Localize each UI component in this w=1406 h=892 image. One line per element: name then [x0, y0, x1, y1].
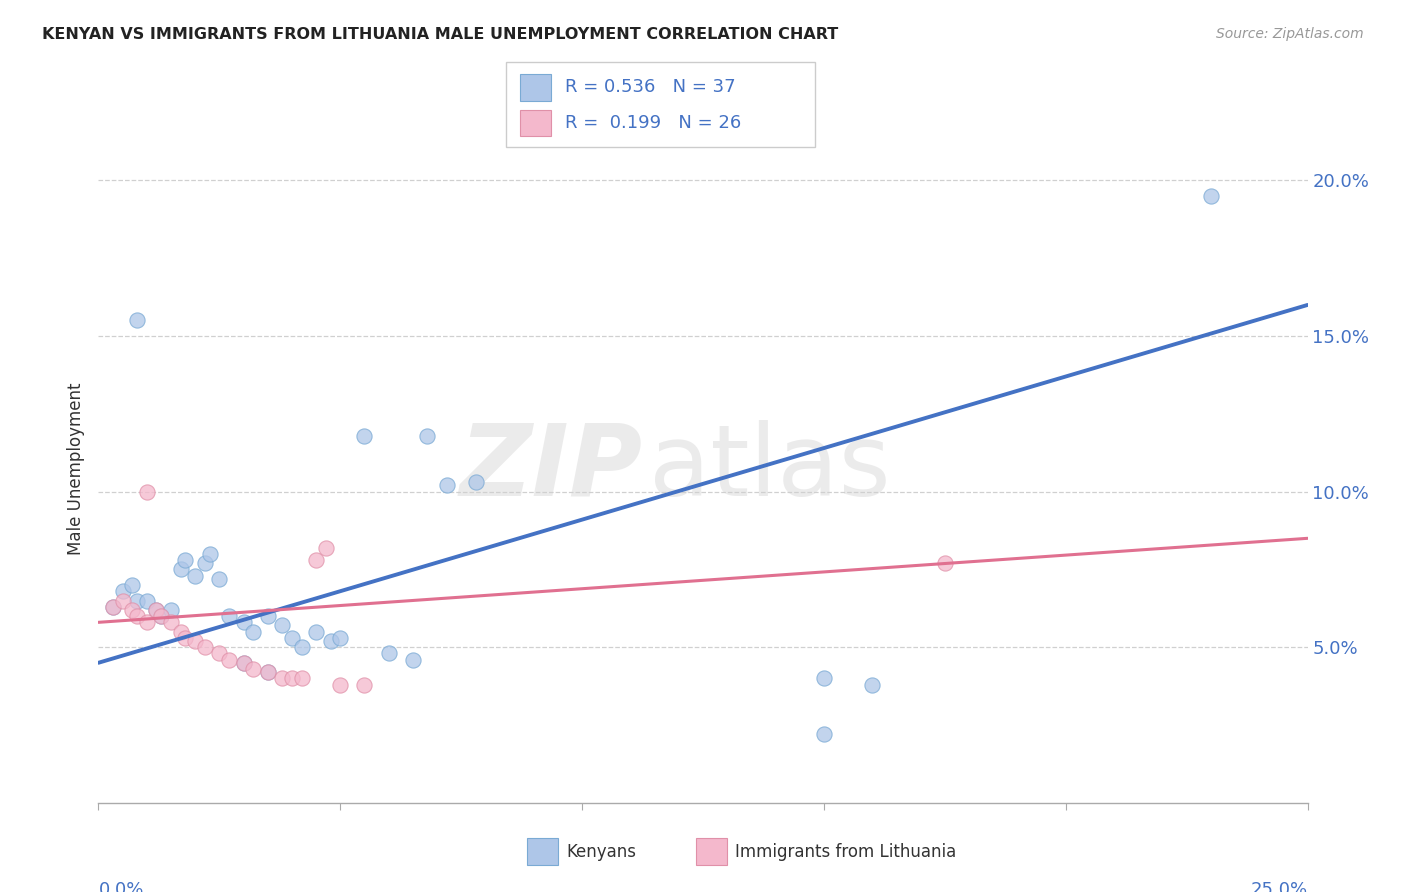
- Point: [174, 553, 197, 567]
- Point: [174, 631, 197, 645]
- Point: [329, 677, 352, 691]
- Point: [256, 665, 278, 679]
- Point: [169, 562, 191, 576]
- Point: [315, 541, 337, 555]
- Point: [402, 653, 425, 667]
- Point: [135, 484, 157, 499]
- Y-axis label: Male Unemployment: Male Unemployment: [66, 382, 84, 555]
- Point: [353, 677, 375, 691]
- Point: [256, 609, 278, 624]
- Point: [135, 615, 157, 630]
- Point: [218, 609, 240, 624]
- Point: [305, 553, 328, 567]
- Point: [208, 647, 231, 661]
- Point: [436, 478, 458, 492]
- Point: [281, 671, 304, 685]
- Point: [281, 631, 304, 645]
- Point: [127, 593, 149, 607]
- Point: [813, 671, 835, 685]
- Point: [111, 593, 134, 607]
- Point: [290, 640, 312, 655]
- Point: [934, 556, 956, 570]
- Point: [208, 572, 231, 586]
- Text: 0.0%: 0.0%: [98, 880, 143, 892]
- Point: [160, 603, 183, 617]
- Text: R =  0.199   N = 26: R = 0.199 N = 26: [565, 114, 741, 132]
- Point: [184, 634, 207, 648]
- Point: [150, 609, 173, 624]
- Point: [256, 665, 278, 679]
- Point: [169, 624, 191, 639]
- Point: [305, 624, 328, 639]
- Point: [184, 568, 207, 582]
- Point: [271, 618, 294, 632]
- Text: Source: ZipAtlas.com: Source: ZipAtlas.com: [1216, 27, 1364, 41]
- Point: [464, 475, 486, 490]
- Point: [232, 615, 254, 630]
- Text: atlas: atlas: [648, 420, 890, 516]
- Text: KENYAN VS IMMIGRANTS FROM LITHUANIA MALE UNEMPLOYMENT CORRELATION CHART: KENYAN VS IMMIGRANTS FROM LITHUANIA MALE…: [42, 27, 838, 42]
- Point: [101, 599, 124, 614]
- Point: [121, 578, 143, 592]
- Point: [329, 631, 352, 645]
- Point: [145, 603, 167, 617]
- Point: [127, 609, 149, 624]
- Text: Immigrants from Lithuania: Immigrants from Lithuania: [735, 843, 956, 861]
- Text: 25.0%: 25.0%: [1250, 880, 1308, 892]
- Point: [377, 647, 399, 661]
- Point: [319, 634, 342, 648]
- Point: [860, 677, 883, 691]
- Text: Kenyans: Kenyans: [567, 843, 637, 861]
- Point: [194, 556, 217, 570]
- Text: R = 0.536   N = 37: R = 0.536 N = 37: [565, 78, 735, 96]
- Point: [271, 671, 294, 685]
- Point: [127, 313, 149, 327]
- Point: [198, 547, 221, 561]
- Point: [145, 603, 167, 617]
- Point: [111, 584, 134, 599]
- Point: [160, 615, 183, 630]
- Point: [1199, 189, 1222, 203]
- Point: [218, 653, 240, 667]
- Point: [121, 603, 143, 617]
- Point: [242, 624, 264, 639]
- Point: [232, 656, 254, 670]
- Point: [232, 656, 254, 670]
- Point: [135, 593, 157, 607]
- Point: [290, 671, 312, 685]
- Point: [416, 428, 439, 442]
- Point: [353, 428, 375, 442]
- Point: [194, 640, 217, 655]
- Point: [150, 609, 173, 624]
- Point: [101, 599, 124, 614]
- Text: ZIP: ZIP: [460, 420, 643, 516]
- Point: [813, 727, 835, 741]
- Point: [242, 662, 264, 676]
